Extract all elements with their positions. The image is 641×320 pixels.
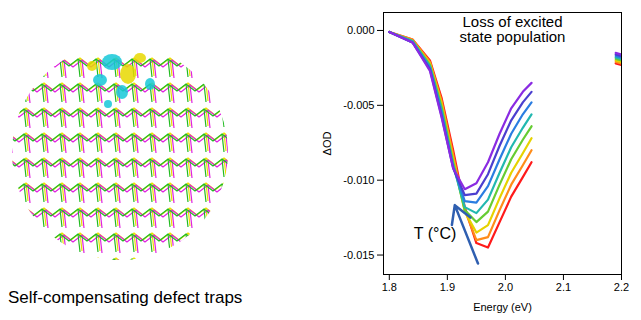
svg-text:2.1: 2.1 [556, 281, 571, 293]
svg-text:-0.015: -0.015 [343, 249, 374, 261]
svg-text:2.2: 2.2 [614, 281, 629, 293]
svg-text:Energy (eV): Energy (eV) [473, 301, 532, 313]
svg-text:2.0: 2.0 [498, 281, 513, 293]
svg-text:1.8: 1.8 [382, 281, 397, 293]
svg-text:ΔOD: ΔOD [321, 132, 333, 156]
svg-text:1.9: 1.9 [440, 281, 455, 293]
svg-text:-0.010: -0.010 [343, 174, 374, 186]
svg-text:T (°C): T (°C) [414, 225, 457, 242]
html-text:Self-compensating defect traps: Self-compensating defect traps [8, 288, 243, 307]
svg-text:Loss of excitedstate populatio: Loss of excitedstate population [460, 13, 566, 45]
svg-text:-0.005: -0.005 [343, 99, 374, 111]
svg-text:0.000: 0.000 [347, 24, 375, 36]
